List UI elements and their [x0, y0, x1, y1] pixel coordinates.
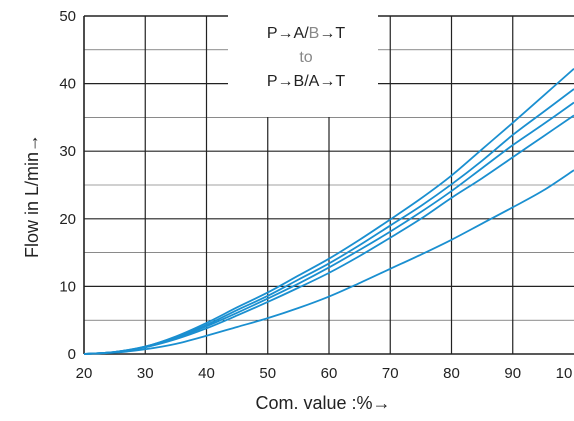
series-lines: [83, 68, 574, 355]
annotation-box: [228, 10, 378, 117]
x-tick-label: 30: [137, 365, 154, 382]
series-line-4: [83, 114, 574, 355]
y-tick-label: 0: [68, 346, 76, 363]
annotation-line-3: P→B/A→T: [267, 73, 345, 90]
y-tick-label: 30: [59, 143, 76, 160]
series-line-5: [83, 169, 574, 355]
y-tick-label: 10: [59, 278, 76, 295]
y-tick-label: 40: [59, 76, 76, 93]
y-tick-label: 20: [59, 211, 76, 228]
annotation-line-1: P→A/B→T: [267, 25, 345, 42]
x-tick-label: 10: [556, 365, 573, 382]
x-tick-label: 20: [76, 365, 93, 382]
annotation-line-2: to: [299, 49, 312, 66]
x-tick-label: 90: [504, 365, 521, 382]
x-tick-label: 80: [443, 365, 460, 382]
y-tick-label: 50: [59, 8, 76, 25]
series-line-2: [83, 88, 574, 355]
x-tick-label: 70: [382, 365, 399, 382]
x-tick-label: 60: [321, 365, 338, 382]
x-axis-label: Com. value :%→: [255, 393, 390, 413]
annotation-b-letter: B: [309, 25, 320, 42]
y-axis-label: Flow in L/min→: [22, 134, 42, 258]
x-tick-label: 40: [198, 365, 215, 382]
x-tick-label: 50: [259, 365, 276, 382]
